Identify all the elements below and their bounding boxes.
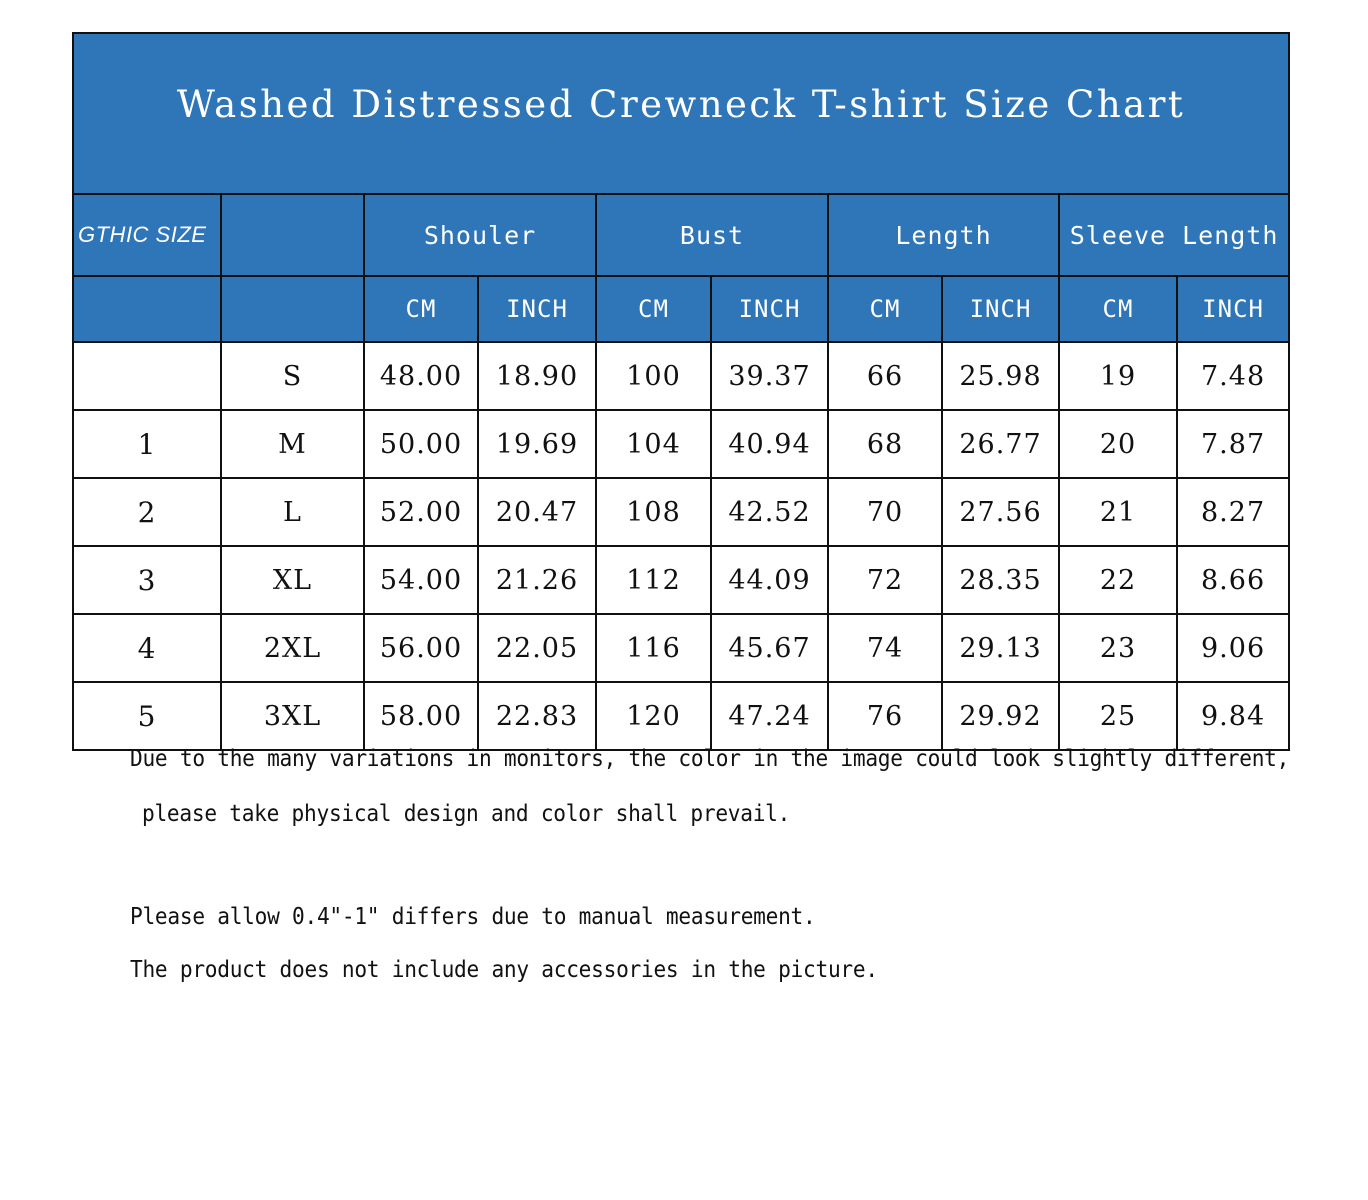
row-index: 5 [72, 681, 222, 751]
cell-length-cm: 68 [827, 409, 943, 479]
cell-shoulder-cm: 50.00 [363, 409, 479, 479]
unit-header-sleeve-inch: INCH [1175, 275, 1291, 343]
disclaimer-notes: Due to the many variations in monitors, … [130, 748, 1310, 982]
cell-length-inch: 29.13 [941, 613, 1060, 683]
table-row: S 48.00 18.90 100 39.37 66 25.98 19 7.48 [72, 341, 1291, 411]
note-monitor-variation-line2: please take physical design and color sh… [142, 801, 791, 827]
cell-sleeve-cm: 19 [1058, 341, 1178, 411]
cell-length-inch: 25.98 [941, 341, 1060, 411]
cell-bust-cm: 112 [595, 545, 712, 615]
cell-sleeve-cm: 22 [1058, 545, 1178, 615]
row-size: 2XL [220, 613, 365, 683]
note-accessories-excluded: The product does not include any accesso… [130, 957, 878, 983]
row-size: M [220, 409, 365, 479]
note-measurement-tolerance: Please allow 0.4"-1" differs due to manu… [130, 904, 816, 930]
cell-sleeve-inch: 9.06 [1175, 613, 1291, 683]
cell-sleeve-inch: 8.27 [1175, 477, 1291, 547]
unit-header-bust-cm: CM [595, 275, 712, 343]
cell-shoulder-cm: 58.00 [363, 681, 479, 751]
cell-sleeve-inch: 9.84 [1175, 681, 1291, 751]
row-index: 4 [72, 613, 222, 683]
cell-length-inch: 29.92 [941, 681, 1060, 751]
group-header-sleeve-length: Sleeve Length [1057, 193, 1291, 277]
group-header-row: GTHIC SIZE Shouler Bust Length Sleeve Le… [72, 193, 1291, 277]
cell-bust-inch: 44.09 [710, 545, 829, 615]
cell-length-cm: 66 [827, 341, 943, 411]
cell-bust-inch: 39.37 [710, 341, 829, 411]
cell-bust-cm: 104 [595, 409, 712, 479]
cell-sleeve-cm: 20 [1058, 409, 1178, 479]
unit-header-length-inch: INCH [941, 275, 1060, 343]
group-header-shoulder: Shouler [363, 193, 597, 277]
group-header-bust: Bust [595, 193, 829, 277]
table-row: 3 XL 54.00 21.26 112 44.09 72 28.35 22 8… [72, 545, 1291, 615]
cell-length-inch: 27.56 [941, 477, 1060, 547]
size-chart-table: Washed Distressed Crewneck T-shirt Size … [71, 32, 1291, 751]
unit-header-shoulder-cm: CM [363, 275, 479, 343]
cell-length-cm: 70 [827, 477, 943, 547]
title-row: Washed Distressed Crewneck T-shirt Size … [71, 32, 1291, 195]
row-size: L [220, 477, 365, 547]
cell-sleeve-inch: 7.48 [1175, 341, 1291, 411]
cell-shoulder-cm: 52.00 [363, 477, 479, 547]
group-header-length: Length [827, 193, 1060, 277]
cell-bust-inch: 47.24 [710, 681, 829, 751]
row-size: S [220, 341, 365, 411]
brand-size-label: GTHIC SIZE [72, 193, 222, 277]
cell-length-inch: 26.77 [941, 409, 1060, 479]
cell-length-cm: 76 [827, 681, 943, 751]
cell-bust-inch: 42.52 [710, 477, 829, 547]
cell-length-cm: 72 [827, 545, 943, 615]
page-title: Washed Distressed Crewneck T-shirt Size … [71, 32, 1291, 195]
unit-header-blank-1 [72, 275, 222, 343]
row-index: 2 [72, 477, 222, 547]
cell-shoulder-cm: 54.00 [363, 545, 479, 615]
size-column-header [220, 193, 365, 277]
cell-shoulder-cm: 56.00 [363, 613, 479, 683]
unit-header-sleeve-cm: CM [1058, 275, 1178, 343]
unit-header-bust-inch: INCH [710, 275, 829, 343]
cell-bust-cm: 116 [595, 613, 712, 683]
cell-length-cm: 74 [827, 613, 943, 683]
cell-bust-cm: 108 [595, 477, 712, 547]
row-size: 3XL [220, 681, 365, 751]
table-row: 1 M 50.00 19.69 104 40.94 68 26.77 20 7.… [72, 409, 1291, 479]
cell-bust-inch: 45.67 [710, 613, 829, 683]
table-row: 4 2XL 56.00 22.05 116 45.67 74 29.13 23 … [72, 613, 1291, 683]
table-row: 5 3XL 58.00 22.83 120 47.24 76 29.92 25 … [72, 681, 1291, 751]
row-index [72, 341, 222, 411]
cell-sleeve-cm: 23 [1058, 613, 1178, 683]
cell-shoulder-inch: 18.90 [477, 341, 597, 411]
cell-sleeve-cm: 21 [1058, 477, 1178, 547]
cell-shoulder-inch: 22.05 [477, 613, 597, 683]
cell-sleeve-inch: 7.87 [1175, 409, 1291, 479]
cell-shoulder-inch: 19.69 [477, 409, 597, 479]
row-index: 1 [72, 409, 222, 479]
cell-length-inch: 28.35 [941, 545, 1060, 615]
unit-header-shoulder-inch: INCH [477, 275, 597, 343]
cell-bust-cm: 120 [595, 681, 712, 751]
cell-sleeve-cm: 25 [1058, 681, 1178, 751]
cell-shoulder-inch: 20.47 [477, 477, 597, 547]
row-size: XL [220, 545, 365, 615]
cell-shoulder-inch: 21.26 [477, 545, 597, 615]
table-row: 2 L 52.00 20.47 108 42.52 70 27.56 21 8.… [72, 477, 1291, 547]
cell-sleeve-inch: 8.66 [1175, 545, 1291, 615]
note-monitor-variation-line1: Due to the many variations in monitors, … [130, 746, 1290, 772]
cell-shoulder-inch: 22.83 [477, 681, 597, 751]
cell-shoulder-cm: 48.00 [363, 341, 479, 411]
cell-bust-cm: 100 [595, 341, 712, 411]
cell-bust-inch: 40.94 [710, 409, 829, 479]
unit-header-blank-2 [220, 275, 365, 343]
unit-header-length-cm: CM [827, 275, 943, 343]
unit-header-row: CM INCH CM INCH CM INCH CM INCH [72, 275, 1291, 343]
row-index: 3 [72, 545, 222, 615]
